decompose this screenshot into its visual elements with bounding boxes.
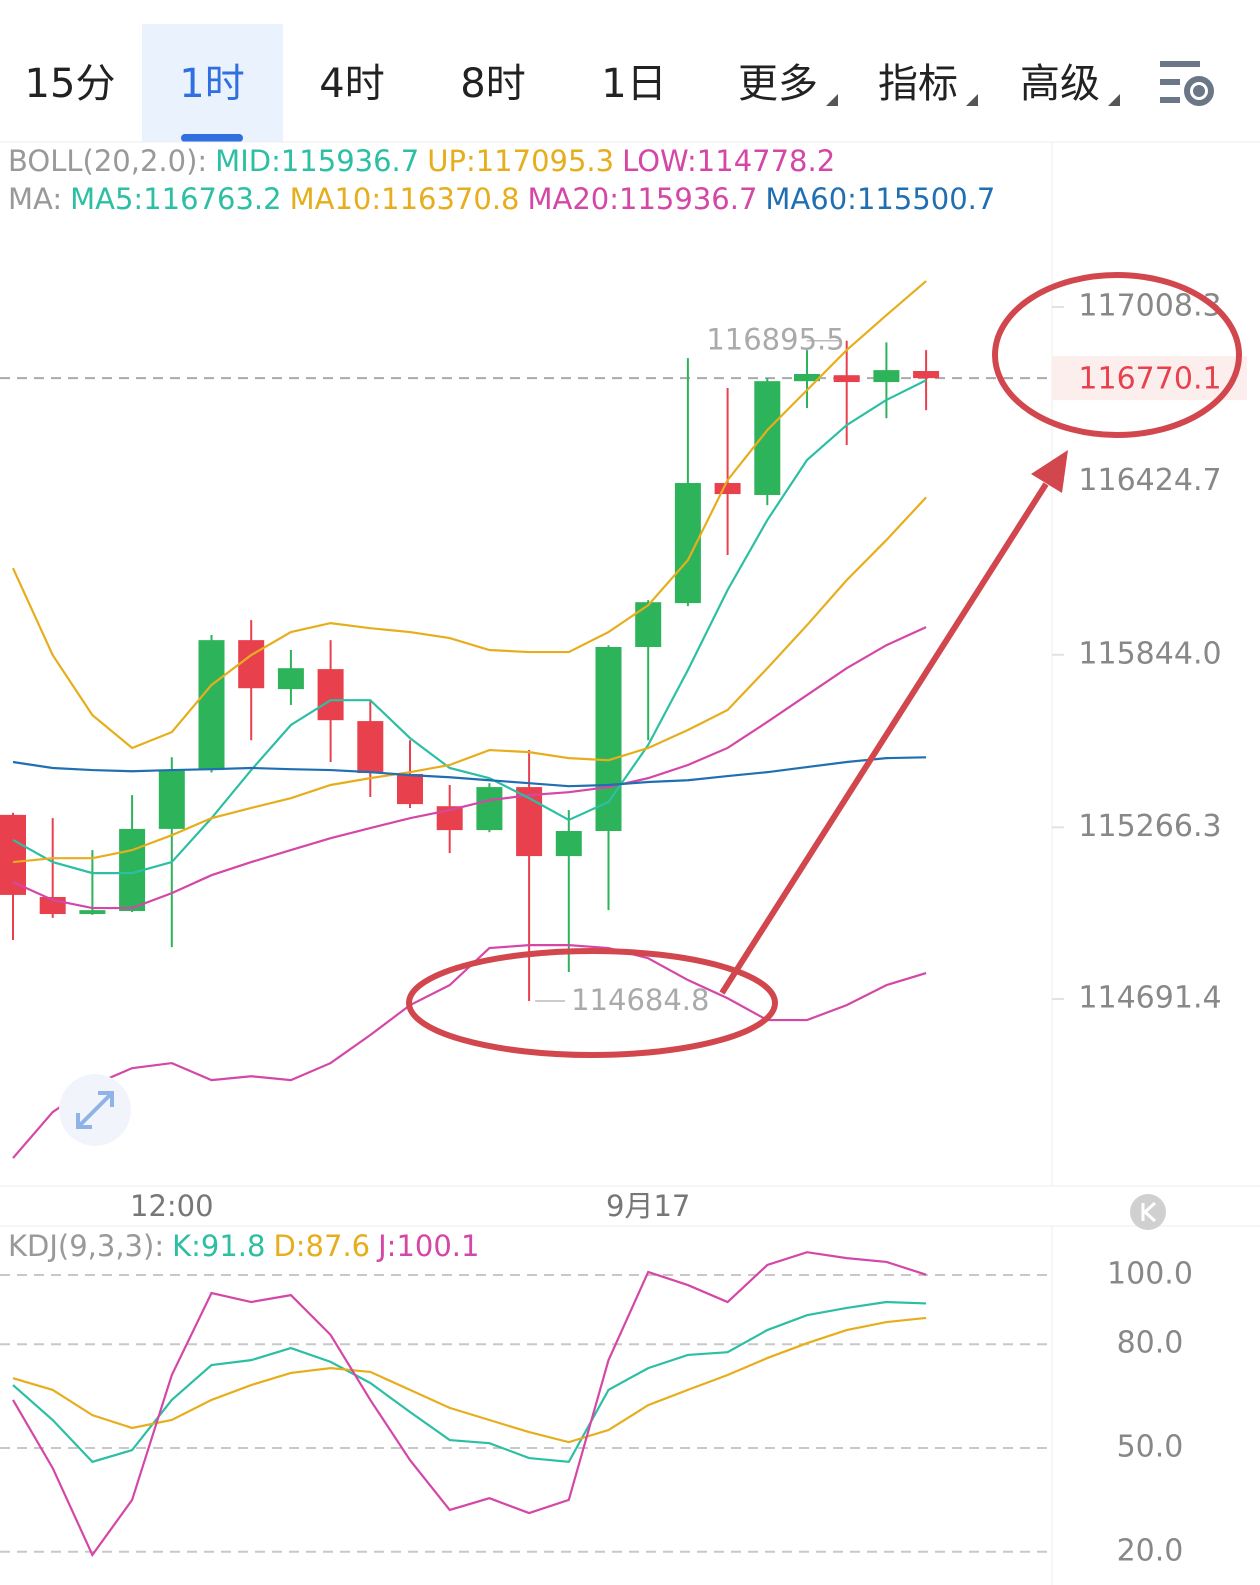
indicator-legend: BOLL(20,2.0): MID:115936.7 UP:117095.3 LOW:… (8, 144, 835, 178)
candle-body (476, 787, 503, 831)
indicator-line (12, 1300, 927, 1464)
candle-body (754, 381, 781, 495)
candle-body (794, 374, 820, 382)
indicator-name: KDJ(9,3,3): (8, 1229, 164, 1263)
indicator-value: K:91.8 (172, 1229, 265, 1263)
indicator-value: MA20:115936.7 (528, 182, 758, 216)
indicator-line (12, 943, 927, 1159)
dropdown-caret (826, 94, 838, 106)
candle-body (277, 668, 304, 690)
y-tick-label: 115844.0 (1078, 636, 1221, 671)
candle-body (833, 375, 860, 383)
y-tick-label: 115266.3 (1078, 809, 1221, 844)
timeframe-tabs: 15分 1时 4时 8时 1日 更多 指标 高级 (25, 24, 1120, 142)
x-tick-label: 9月17 (606, 1189, 690, 1223)
indicator-value: D:87.6 (273, 1229, 370, 1263)
candle-body (714, 483, 741, 495)
indicator-value: MA5:116763.2 (70, 182, 281, 216)
indicator-line (12, 496, 927, 864)
indicator-line (12, 756, 927, 788)
active-tab-indicator (181, 134, 243, 142)
y-tick-label: 116424.7 (1078, 463, 1221, 498)
indicator-legend: MA: MA5:116763.2 MA10:116370.8 MA20:115936.… (8, 182, 995, 216)
y-tick-label: 114691.4 (1078, 981, 1221, 1016)
indicator-line (12, 626, 927, 910)
tab[interactable]: 4时 (319, 61, 384, 107)
indicator-value: MA10:116370.8 (290, 182, 520, 216)
candle-body (913, 371, 940, 379)
annotation (406, 272, 1242, 1058)
tab[interactable]: 1时 (179, 61, 244, 107)
candle-body (79, 910, 106, 915)
indicator-name: BOLL(20,2.0): (8, 144, 207, 178)
plot-area: BOLL(20,2.0): MID:115936.7 UP:117095.3 LOW:… (0, 144, 1247, 1568)
settings-icon[interactable] (1160, 61, 1214, 106)
tab[interactable]: 1日 (601, 61, 666, 107)
y-tick-label: 20.0 (1117, 1533, 1184, 1568)
tab[interactable]: 指标 (878, 61, 958, 107)
indicator-line (11, 280, 927, 750)
expand-button[interactable] (59, 1074, 131, 1146)
active-tab-bg (142, 24, 283, 142)
indicator-value: MA60:115500.7 (765, 182, 995, 216)
indicator-value: UP:117095.3 (427, 144, 614, 178)
indicator-value: J:100.1 (376, 1229, 479, 1263)
dropdown-caret (966, 94, 978, 106)
indicator-legend: KDJ(9,3,3): K:91.8 D:87.6 J:100.1 (8, 1229, 479, 1263)
candle-body (595, 647, 622, 831)
tab[interactable]: 更多 (738, 61, 818, 107)
y-tick-label: 80.0 (1117, 1326, 1184, 1361)
y-tick-label: 100.0 (1107, 1257, 1193, 1292)
last-price-bg (1052, 356, 1247, 401)
candle-body (0, 814, 26, 895)
dropdown-caret (1108, 94, 1120, 106)
high-label: 116895.5 (706, 323, 844, 357)
y-tick-label: 50.0 (1117, 1430, 1184, 1465)
candle-body (317, 669, 344, 721)
indicator-line (12, 1316, 927, 1444)
indicator-line (12, 379, 927, 875)
last-price-label: 116770.1 (1078, 362, 1221, 397)
candle-body (198, 640, 225, 771)
low-label: 114684.8 (571, 983, 709, 1017)
candle-body (158, 770, 185, 829)
candle-body (635, 602, 662, 648)
tab[interactable]: 8时 (460, 61, 525, 107)
candle-body (357, 721, 384, 774)
indicator-line (12, 1251, 927, 1558)
indicator-value: MID:115936.7 (215, 144, 419, 178)
candle-body (555, 830, 582, 857)
tab[interactable]: 高级 (1020, 61, 1100, 107)
indicator-name: MA: (8, 182, 62, 216)
tab[interactable]: 15分 (25, 61, 116, 107)
indicator-value: LOW:114778.2 (622, 144, 835, 178)
candle-body (238, 640, 265, 689)
scroll-latest-button[interactable] (1130, 1194, 1166, 1230)
x-tick-label: 12:00 (130, 1189, 214, 1223)
candle-body (873, 370, 900, 383)
candle-body (397, 773, 423, 805)
